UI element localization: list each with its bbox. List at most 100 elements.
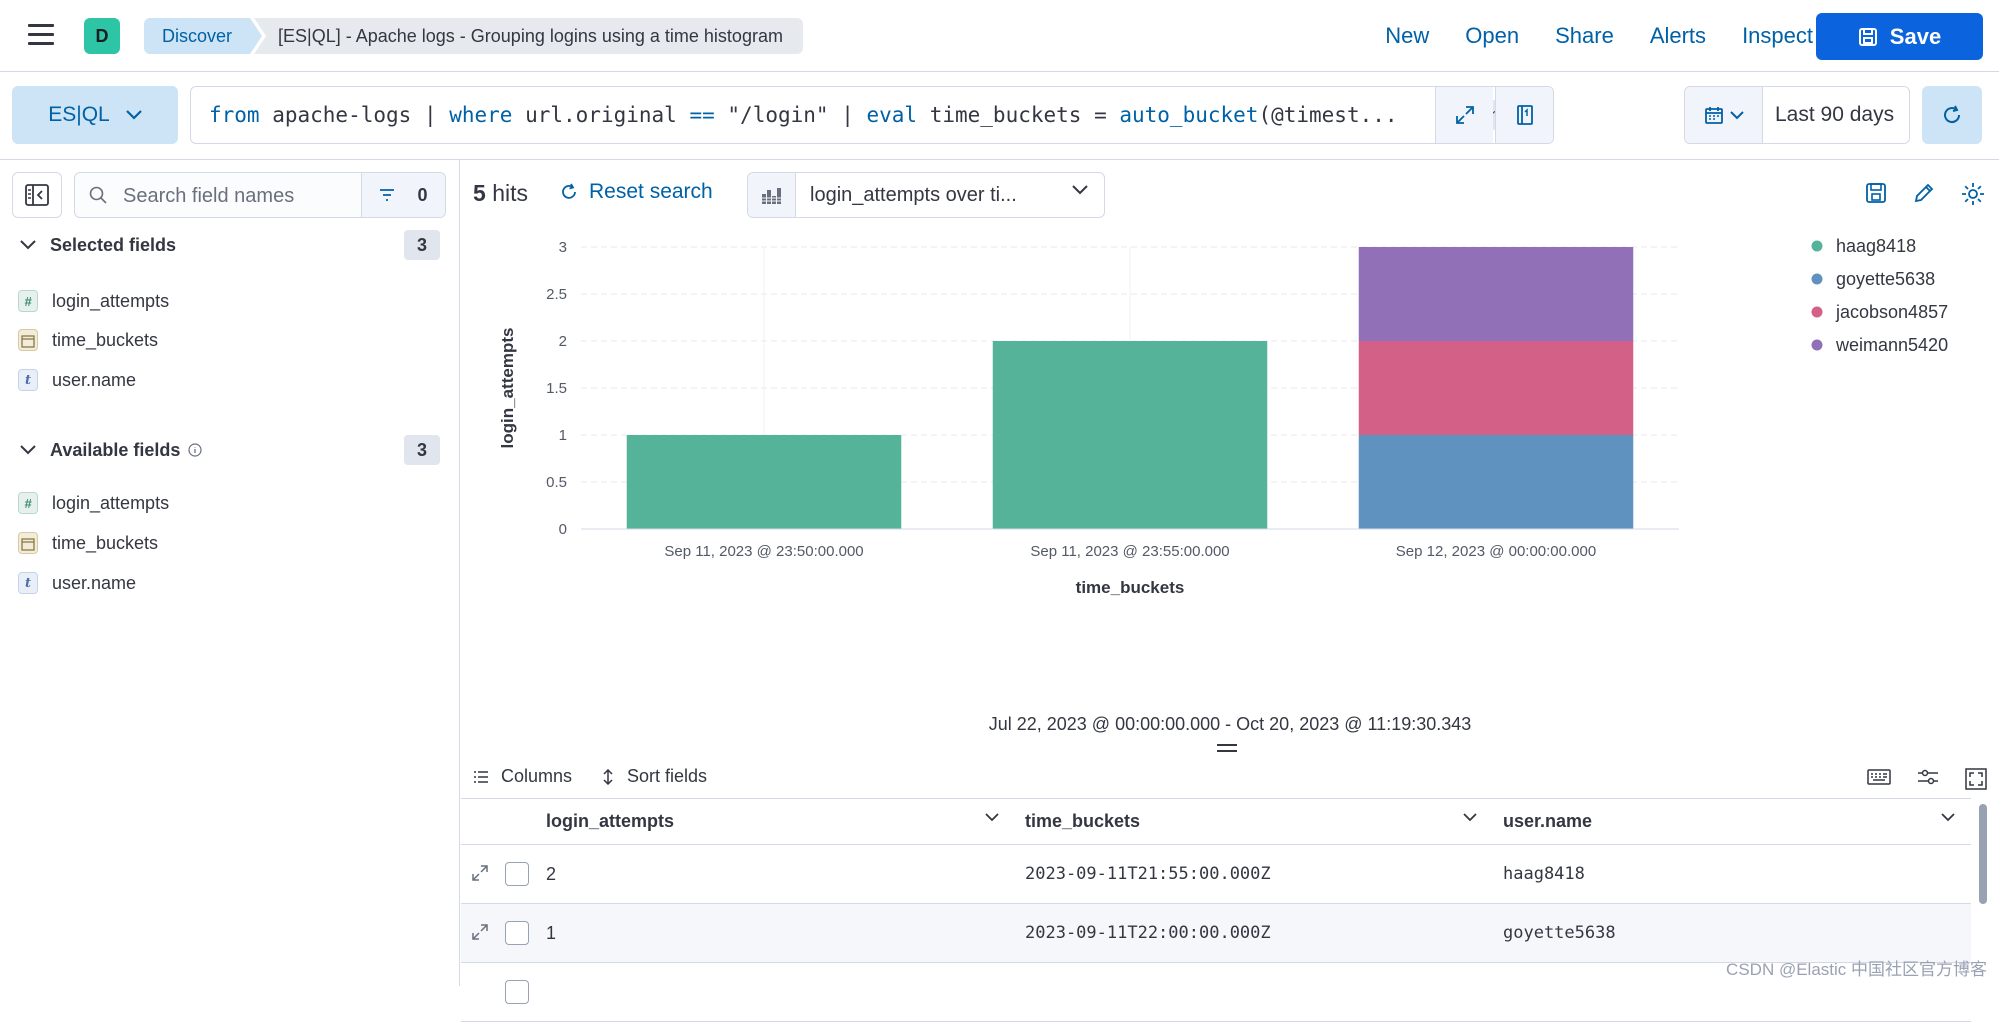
breadcrumb-discover[interactable]: Discover: [144, 18, 262, 54]
y-tick-label: 0.5: [546, 474, 567, 491]
book-icon: [1515, 104, 1535, 126]
chevron-down-icon[interactable]: [1941, 813, 1955, 822]
query-keyword: from: [209, 103, 260, 127]
columns-button[interactable]: Columns: [473, 766, 572, 787]
filter-count: 0: [417, 185, 427, 206]
chevron-down-icon[interactable]: [985, 813, 999, 822]
save-visualization-icon[interactable]: [1865, 182, 1887, 204]
keyboard-icon[interactable]: [1867, 768, 1891, 786]
available-fields-toggle[interactable]: Available fields 3: [20, 435, 440, 465]
save-icon: [1858, 27, 1878, 47]
language-selector[interactable]: ES|QL: [12, 86, 178, 144]
refresh-icon: [1941, 104, 1963, 126]
time-range-label: Jul 22, 2023 @ 00:00:00.000 - Oct 20, 20…: [461, 714, 1999, 735]
field-filter-button[interactable]: 0: [361, 173, 445, 217]
row-checkbox[interactable]: [505, 862, 529, 886]
column-header-time-buckets[interactable]: time_buckets: [1025, 811, 1140, 832]
list-icon: [473, 770, 489, 784]
date-picker[interactable]: Last 90 days: [1684, 86, 1910, 144]
query-keyword: where: [449, 103, 512, 127]
selected-fields-title: Selected fields: [50, 235, 176, 256]
chevron-down-icon: [1730, 111, 1744, 120]
available-field-user-name[interactable]: t user.name: [18, 570, 136, 596]
field-sidebar: Search field names 0 Selected fields 3 #…: [0, 160, 460, 986]
x-axis-title: time_buckets: [1076, 578, 1185, 597]
available-fields-count: 3: [404, 435, 440, 465]
date-quick-menu[interactable]: [1685, 87, 1763, 143]
table-scrollbar[interactable]: [1979, 804, 1987, 904]
y-axis-title: login_attempts: [498, 328, 517, 449]
share-link[interactable]: Share: [1555, 22, 1614, 50]
bar-jacobson4857: [1359, 341, 1634, 435]
visualization-selector[interactable]: login_attempts over ti...: [747, 172, 1105, 218]
date-field-icon: [18, 329, 38, 351]
selected-field-user-name[interactable]: t user.name: [18, 367, 136, 393]
legend-swatch-jacobson4857: [1812, 307, 1823, 318]
watermark: CSDN @Elastic 中国社区官方博客: [1726, 955, 1987, 980]
fullscreen-icon[interactable]: [1965, 768, 1987, 790]
selected-fields-count: 3: [404, 230, 440, 260]
save-button[interactable]: Save: [1816, 13, 1983, 60]
field-name: user.name: [52, 573, 136, 594]
available-field-time-buckets[interactable]: time_buckets: [18, 530, 158, 556]
open-link[interactable]: Open: [1465, 22, 1519, 50]
row-checkbox[interactable]: [505, 980, 529, 1004]
available-field-login-attempts[interactable]: # login_attempts: [18, 490, 169, 516]
field-name: time_buckets: [52, 533, 158, 554]
x-tick-label: Sep 11, 2023 @ 23:55:00.000: [1030, 543, 1229, 560]
bar-weimann5420: [1359, 247, 1634, 341]
query-token: time_buckets =: [917, 103, 1119, 127]
field-search-input[interactable]: Search field names 0: [74, 172, 446, 218]
display-settings-icon[interactable]: [1917, 768, 1939, 786]
selected-fields-toggle[interactable]: Selected fields 3: [20, 230, 440, 260]
field-name: login_attempts: [52, 493, 169, 514]
cell-user-name: goyette5638: [1503, 923, 1616, 943]
cell-login-attempts: 1: [546, 923, 556, 944]
expand-row-icon[interactable]: [471, 864, 489, 882]
new-link[interactable]: New: [1385, 22, 1429, 50]
refresh-button[interactable]: [1922, 86, 1982, 144]
main-panel: 5 hits Reset search login_attempts over …: [461, 160, 1999, 986]
save-label: Save: [1890, 24, 1941, 50]
legend-item-jacobson4857: jacobson4857: [1835, 302, 1948, 322]
resize-handle[interactable]: [1217, 744, 1237, 756]
expand-row-icon[interactable]: [471, 923, 489, 941]
gear-icon[interactable]: [1961, 182, 1985, 206]
alerts-link[interactable]: Alerts: [1650, 22, 1706, 50]
table-header: login_attempts time_buckets user.name: [461, 799, 1971, 845]
top-header: D Discover [ES|QL] - Apache logs - Group…: [0, 0, 1999, 72]
expand-icon: [1455, 105, 1475, 125]
bar-haag8418: [993, 341, 1268, 529]
chart-tools: [1865, 182, 1985, 206]
cell-time-buckets: 2023-09-11T21:55:00.000Z: [1025, 864, 1271, 884]
string-field-icon: t: [18, 572, 38, 594]
y-tick-label: 0: [559, 521, 567, 538]
space-avatar[interactable]: D: [84, 18, 120, 54]
inspect-link[interactable]: Inspect: [1742, 22, 1813, 50]
chevron-down-icon[interactable]: [1463, 813, 1477, 822]
field-name: user.name: [52, 370, 136, 391]
hits-counter: 5 hits: [473, 180, 528, 207]
legend-swatch-haag8418: [1812, 241, 1823, 252]
number-field-icon: #: [18, 492, 38, 514]
row-checkbox[interactable]: [505, 921, 529, 945]
selected-field-time-buckets[interactable]: time_buckets: [18, 327, 158, 353]
reset-label: Reset search: [589, 180, 713, 204]
column-header-user-name[interactable]: user.name: [1503, 811, 1592, 832]
column-header-login-attempts[interactable]: login_attempts: [546, 811, 674, 832]
legend-item-haag8418: haag8418: [1836, 236, 1916, 256]
expand-editor-button[interactable]: [1435, 87, 1493, 143]
menu-icon[interactable]: [28, 24, 54, 46]
bar-goyette5638: [1359, 435, 1634, 529]
reset-search-button[interactable]: Reset search: [559, 180, 713, 204]
edit-icon[interactable]: [1913, 182, 1935, 204]
sort-fields-button[interactable]: Sort fields: [601, 766, 707, 787]
selected-field-login-attempts[interactable]: # login_attempts: [18, 288, 169, 314]
documentation-button[interactable]: [1495, 87, 1553, 143]
query-editor[interactable]: from apache-logs | where url.original ==…: [190, 86, 1554, 144]
query-text[interactable]: from apache-logs | where url.original ==…: [209, 103, 1398, 127]
table-row[interactable]: 2 2023-09-11T21:55:00.000Z haag8418: [461, 845, 1971, 904]
cell-user-name: haag8418: [1503, 864, 1585, 884]
info-icon[interactable]: [188, 443, 202, 457]
collapse-sidebar-button[interactable]: [12, 172, 62, 218]
